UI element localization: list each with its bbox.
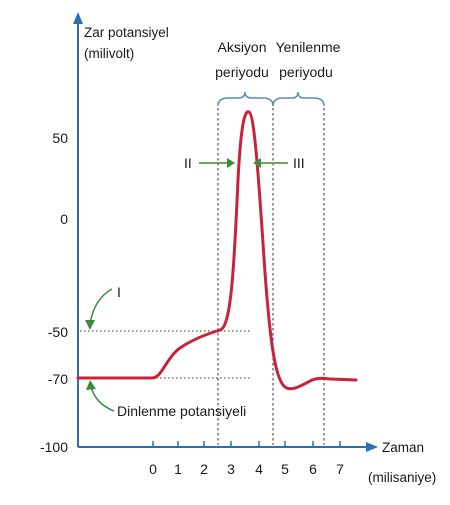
resting-potential-label: Dinlenme potansiyeli — [117, 403, 246, 419]
y-axis-title-line2: (milivolt) — [84, 46, 134, 61]
x-axis-title-line2: (milisaniye) — [368, 470, 436, 485]
arrow-ii-arrowhead-icon — [227, 158, 235, 168]
threshold-marker-label: I — [117, 284, 121, 300]
x-tick-label: 0 — [149, 461, 157, 477]
refractory-period-label-line2: periyodu — [279, 64, 333, 80]
x-tick-label: 1 — [174, 461, 182, 477]
refractory-period-label-line1: Yenilenme — [276, 39, 341, 55]
resting-pointer-arrowhead-icon — [86, 380, 96, 390]
y-axis-title-line1: Zar potansiyel — [84, 25, 169, 40]
resting-pointer-arrow — [90, 386, 115, 412]
x-tick-label: 6 — [309, 461, 317, 477]
y-tick-label: -50 — [48, 324, 68, 340]
x-tick-label: 2 — [200, 461, 208, 477]
x-axis-arrow-icon — [366, 442, 378, 452]
refractory-period-brace — [272, 91, 325, 107]
y-tick-label: -100 — [40, 439, 68, 455]
x-tick-label: 5 — [281, 461, 289, 477]
arrow-iii-arrowhead-icon — [253, 158, 261, 168]
y-axis-arrow-icon — [73, 12, 83, 24]
arrow-label-iii: III — [293, 155, 305, 171]
y-tick-label: 50 — [52, 130, 68, 146]
threshold-pointer-arrowhead-icon — [85, 320, 95, 330]
action-period-brace — [217, 91, 274, 107]
x-tick-label: 7 — [336, 461, 344, 477]
x-tick-label: 4 — [255, 461, 263, 477]
action-period-label-line1: Aksiyon — [217, 39, 266, 55]
x-tick-label: 3 — [227, 461, 235, 477]
x-tick-marks — [152, 441, 341, 447]
arrow-label-ii: II — [184, 155, 192, 171]
action-period-label-line2: periyodu — [215, 64, 269, 80]
threshold-pointer-arrow — [89, 288, 113, 325]
y-tick-label: 0 — [60, 211, 68, 227]
x-axis-title-line1: Zaman — [382, 440, 424, 455]
y-tick-label: -70 — [48, 371, 68, 387]
membrane-potential-curve — [76, 110, 358, 391]
